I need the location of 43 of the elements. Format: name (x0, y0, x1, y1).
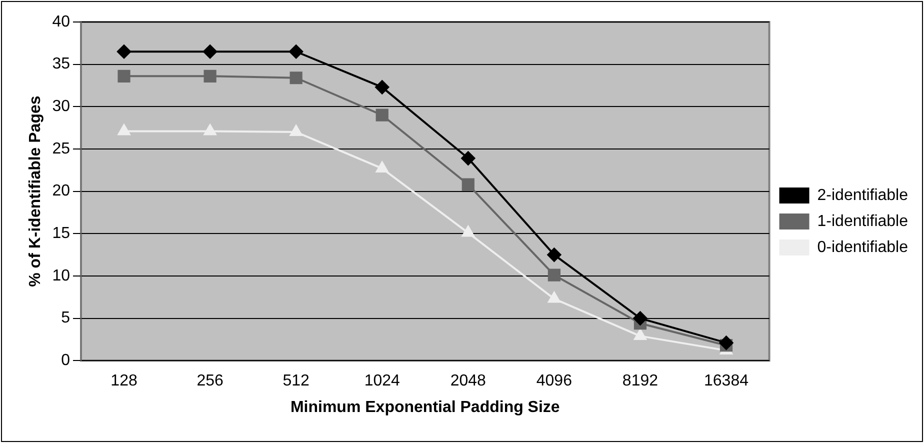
point (376, 108, 388, 122)
y-tick-label: 0 (61, 352, 70, 370)
point (547, 248, 562, 262)
point (376, 161, 388, 172)
y-tick-label: 25 (52, 140, 70, 158)
point (375, 80, 390, 94)
point (634, 329, 646, 340)
point (204, 70, 216, 82)
x-tick-label: 2048 (450, 372, 486, 390)
point (118, 70, 130, 82)
y-tick-label: 40 (52, 13, 70, 30)
y-tick-label: 30 (52, 98, 70, 116)
legend-label: 1-identifiable (817, 212, 908, 230)
y-tick-label: 5 (61, 310, 70, 327)
y-tick-label: 15 (52, 225, 70, 242)
y-tick-label: 20 (52, 182, 70, 200)
x-tick-label: 512 (282, 372, 310, 390)
point (289, 44, 304, 59)
y-axis-title: % of K-identifiable Pages (27, 96, 44, 287)
x-axis-title: Minimum Exponential Padding Size (290, 398, 560, 416)
x-tick-label: 4096 (536, 372, 572, 390)
point (462, 226, 474, 237)
point (461, 151, 476, 166)
y-tick-label: 10 (52, 267, 70, 284)
point (548, 292, 560, 303)
point (290, 72, 302, 84)
point (719, 336, 734, 350)
point (118, 124, 130, 136)
legend-label: 2-identifiable (817, 186, 908, 204)
x-tick-label: 8192 (622, 372, 658, 390)
point (462, 178, 474, 191)
point (290, 125, 302, 136)
x-tick-label: 256 (196, 372, 224, 390)
point (548, 268, 560, 282)
point (633, 311, 648, 326)
point (203, 44, 218, 59)
y-tick-label: 35 (52, 56, 70, 73)
legend-label: 0-identifiable (817, 238, 908, 256)
x-tick-label: 128 (110, 372, 138, 390)
point (117, 44, 132, 59)
point (204, 124, 216, 136)
x-tick-label: 16384 (704, 372, 749, 390)
x-tick-label: 1024 (364, 372, 400, 390)
